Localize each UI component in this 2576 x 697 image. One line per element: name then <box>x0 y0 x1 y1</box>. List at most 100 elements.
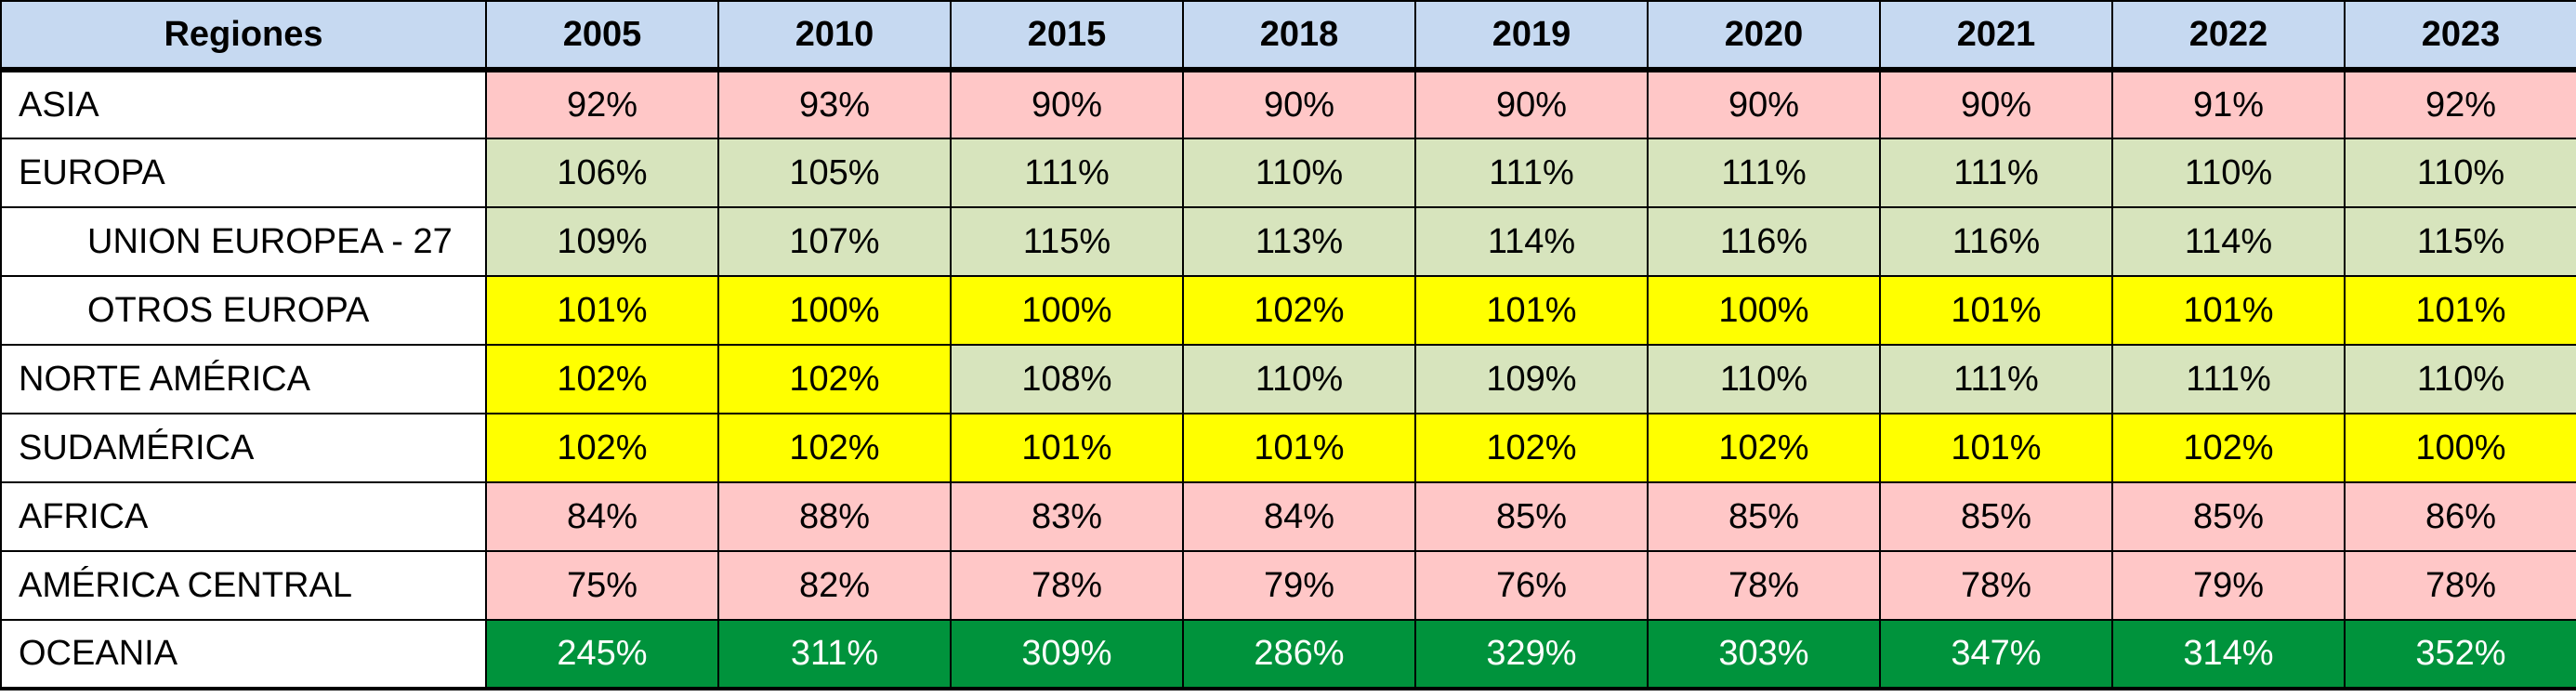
value-cell: 110% <box>2344 138 2576 208</box>
value-cell: 79% <box>2111 550 2346 621</box>
header-regiones: Regiones <box>0 0 487 72</box>
value-cell: 101% <box>1414 275 1649 346</box>
value-cell: 245% <box>485 619 719 690</box>
header-year: 2018 <box>1182 0 1416 72</box>
value-cell: 101% <box>2344 275 2576 346</box>
table-body: ASIA 92% 93% 90% 90% 90% 90% 90% 91% 92% EUROPA 106… <box>0 69 2576 690</box>
value-cell: 110% <box>1182 344 1416 414</box>
value-cell: 102% <box>1414 413 1649 483</box>
value-cell: 101% <box>950 413 1184 483</box>
value-cell: 88% <box>717 481 952 552</box>
value-cell: 76% <box>1414 550 1649 621</box>
value-cell: 92% <box>2344 69 2576 139</box>
value-cell: 314% <box>2111 619 2346 690</box>
value-cell: 102% <box>485 413 719 483</box>
region-label: NORTE AMÉRICA <box>0 344 487 414</box>
value-cell: 101% <box>1879 413 2113 483</box>
value-cell: 111% <box>1879 138 2113 208</box>
region-label: AMÉRICA CENTRAL <box>0 550 487 621</box>
value-cell: 352% <box>2344 619 2576 690</box>
header-year: 2023 <box>2344 0 2576 72</box>
value-cell: 110% <box>2344 344 2576 414</box>
value-cell: 109% <box>485 206 719 277</box>
header-year: 2005 <box>485 0 719 72</box>
value-cell: 100% <box>717 275 952 346</box>
value-cell: 108% <box>950 344 1184 414</box>
value-cell: 101% <box>1879 275 2113 346</box>
header-row: Regiones 2005 2010 2015 2018 2019 2020 2021 202… <box>0 0 2576 72</box>
value-cell: 105% <box>717 138 952 208</box>
value-cell: 100% <box>1647 275 1881 346</box>
table-row: ASIA 92% 93% 90% 90% 90% 90% 90% 91% 92% <box>0 69 2576 139</box>
region-label: EUROPA <box>0 138 487 208</box>
value-cell: 100% <box>2344 413 2576 483</box>
value-cell: 84% <box>485 481 719 552</box>
value-cell: 101% <box>485 275 719 346</box>
header-year: 2020 <box>1647 0 1881 72</box>
header-year: 2015 <box>950 0 1184 72</box>
value-cell: 107% <box>717 206 952 277</box>
value-cell: 102% <box>1182 275 1416 346</box>
value-cell: 102% <box>717 413 952 483</box>
value-cell: 111% <box>2111 344 2346 414</box>
table-row: OCEANIA 245% 311% 309% 286% 329% 303% 347% 314% 3… <box>0 619 2576 690</box>
value-cell: 78% <box>1879 550 2113 621</box>
value-cell: 78% <box>2344 550 2576 621</box>
value-cell: 90% <box>1182 69 1416 139</box>
value-cell: 82% <box>717 550 952 621</box>
value-cell: 92% <box>485 69 719 139</box>
value-cell: 111% <box>950 138 1184 208</box>
value-cell: 75% <box>485 550 719 621</box>
table-row: AFRICA 84% 88% 83% 84% 85% 85% 85% 85% 86% <box>0 481 2576 552</box>
region-label: ASIA <box>0 69 487 139</box>
region-label: SUDAMÉRICA <box>0 413 487 483</box>
value-cell: 111% <box>1647 138 1881 208</box>
value-cell: 116% <box>1879 206 2113 277</box>
table-row: EUROPA 106% 105% 111% 110% 111% 111% 111% 110% 11… <box>0 138 2576 208</box>
value-cell: 78% <box>1647 550 1881 621</box>
value-cell: 84% <box>1182 481 1416 552</box>
value-cell: 91% <box>2111 69 2346 139</box>
table-row: NORTE AMÉRICA 102% 102% 108% 110% 109% 110% 111… <box>0 344 2576 414</box>
value-cell: 102% <box>485 344 719 414</box>
value-cell: 93% <box>717 69 952 139</box>
value-cell: 90% <box>1879 69 2113 139</box>
value-cell: 106% <box>485 138 719 208</box>
value-cell: 90% <box>950 69 1184 139</box>
value-cell: 115% <box>2344 206 2576 277</box>
value-cell: 347% <box>1879 619 2113 690</box>
value-cell: 79% <box>1182 550 1416 621</box>
value-cell: 86% <box>2344 481 2576 552</box>
value-cell: 113% <box>1182 206 1416 277</box>
value-cell: 85% <box>1647 481 1881 552</box>
value-cell: 110% <box>2111 138 2346 208</box>
header-year: 2019 <box>1414 0 1649 72</box>
value-cell: 311% <box>717 619 952 690</box>
region-label: UNION EUROPEA - 27 <box>0 206 487 277</box>
value-cell: 85% <box>1879 481 2113 552</box>
table-row: OTROS EUROPA 101% 100% 100% 102% 101% 100% 101%… <box>0 275 2576 346</box>
region-label: OCEANIA <box>0 619 487 690</box>
value-cell: 329% <box>1414 619 1649 690</box>
value-cell: 83% <box>950 481 1184 552</box>
value-cell: 111% <box>1414 138 1649 208</box>
value-cell: 111% <box>1879 344 2113 414</box>
value-cell: 110% <box>1182 138 1416 208</box>
value-cell: 78% <box>950 550 1184 621</box>
value-cell: 90% <box>1414 69 1649 139</box>
value-cell: 114% <box>2111 206 2346 277</box>
value-cell: 303% <box>1647 619 1881 690</box>
table-row: UNION EUROPEA - 27 109% 107% 115% 113% 114% 11… <box>0 206 2576 277</box>
value-cell: 102% <box>717 344 952 414</box>
table-row: SUDAMÉRICA 102% 102% 101% 101% 102% 102% 101% 10… <box>0 413 2576 483</box>
value-cell: 286% <box>1182 619 1416 690</box>
value-cell: 100% <box>950 275 1184 346</box>
header-year: 2010 <box>717 0 952 72</box>
header-year: 2021 <box>1879 0 2113 72</box>
value-cell: 102% <box>2111 413 2346 483</box>
value-cell: 110% <box>1647 344 1881 414</box>
value-cell: 90% <box>1647 69 1881 139</box>
value-cell: 116% <box>1647 206 1881 277</box>
value-cell: 109% <box>1414 344 1649 414</box>
